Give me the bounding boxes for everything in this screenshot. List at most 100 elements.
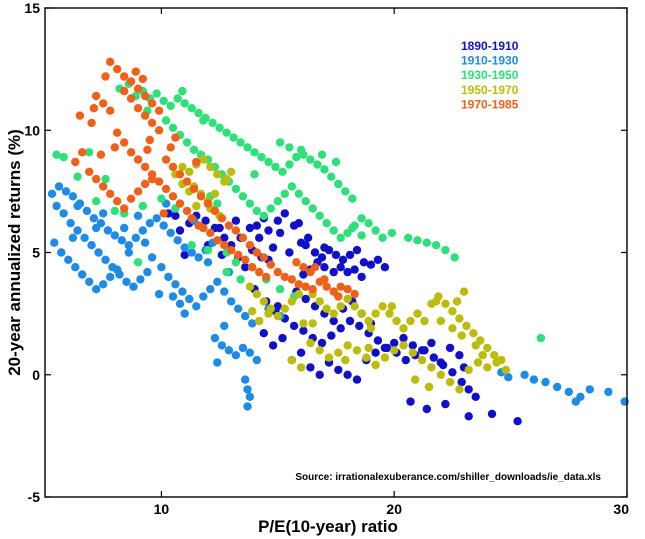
point-1950-1970-82	[411, 375, 420, 384]
point-1890-1910-55	[345, 316, 355, 326]
point-1890-1910-72	[406, 397, 415, 406]
point-1970-1985-6	[147, 99, 157, 108]
point-1910-1930-17	[166, 228, 175, 238]
point-1890-1910-98	[259, 329, 268, 338]
point-1910-1930-2	[61, 187, 71, 196]
point-1930-1950-50	[287, 182, 296, 191]
point-1910-1930-60	[241, 311, 250, 321]
point-1890-1910-56	[355, 321, 364, 331]
point-1910-1930-53	[192, 302, 201, 311]
point-1970-1985-61	[294, 280, 303, 289]
point-1950-1970-54	[248, 307, 257, 316]
legend-item-1910-1930: 1910-1930	[461, 54, 519, 68]
point-1930-1950-11	[208, 118, 217, 128]
point-1910-1930-73	[245, 392, 255, 401]
point-1950-1970-28	[322, 304, 331, 313]
point-1890-1910-36	[220, 233, 229, 242]
point-1890-1910-17	[359, 258, 369, 267]
legend-item-1970-1985: 1970-1985	[461, 97, 519, 111]
point-1950-1970-32	[350, 302, 359, 311]
point-1950-1970-37	[385, 309, 394, 318]
point-1930-1950-54	[315, 211, 324, 220]
x-tick-label-30: 30	[613, 501, 629, 517]
point-1970-1985-78	[255, 267, 264, 277]
y-tick-label-0: 0	[32, 367, 40, 383]
point-1930-1950-20	[271, 162, 280, 172]
point-1950-1970-5	[206, 162, 215, 172]
point-1970-1985-5	[140, 91, 150, 101]
point-1910-1930-6	[89, 214, 99, 223]
point-1950-1970-90	[431, 297, 441, 306]
point-1910-1930-80	[92, 223, 101, 233]
point-1910-1930-11	[124, 241, 133, 250]
point-1930-1950-14	[229, 133, 238, 142]
point-1890-1910-99	[273, 302, 282, 311]
point-1910-1930-5	[82, 206, 92, 216]
point-1970-1985-30	[78, 148, 87, 157]
point-1930-1950-55	[322, 219, 331, 228]
y-axis-title: 20-year annualized returns (%)	[5, 129, 24, 376]
point-1890-1910-86	[380, 343, 390, 353]
point-1950-1970-27	[315, 297, 324, 306]
point-1890-1910-64	[429, 353, 438, 362]
point-1910-1930-41	[71, 263, 80, 272]
point-1890-1910-70	[441, 399, 450, 409]
point-1970-1985-42	[161, 155, 171, 164]
point-1950-1970-70	[427, 363, 436, 372]
point-1930-1950-5	[166, 101, 175, 111]
point-1930-1950-32	[161, 116, 171, 125]
point-1930-1950-64	[404, 233, 413, 242]
point-1930-1950-63	[378, 233, 387, 242]
point-1910-1930-70	[220, 321, 229, 331]
point-1910-1930-48	[157, 263, 166, 272]
point-1930-1950-26	[313, 160, 322, 169]
point-1910-1930-105	[68, 233, 78, 242]
point-1970-1985-55	[252, 248, 261, 257]
point-1930-1950-67	[431, 241, 441, 250]
point-1950-1970-38	[392, 316, 401, 326]
point-1910-1930-86	[564, 387, 573, 397]
point-1890-1910-75	[464, 412, 473, 421]
point-1970-1985-19	[113, 128, 122, 137]
point-1950-1970-11	[210, 189, 220, 198]
point-1970-1985-95	[320, 275, 329, 284]
point-1910-1930-75	[154, 289, 164, 299]
point-1910-1930-88	[585, 385, 594, 394]
series-1910-1930	[47, 182, 629, 411]
point-1970-1985-31	[71, 157, 80, 167]
point-1950-1970-34	[364, 316, 373, 326]
point-1930-1950-30	[341, 187, 350, 196]
point-1890-1910-5	[275, 228, 285, 238]
point-1930-1950-94	[348, 223, 357, 233]
point-1970-1985-58	[273, 267, 282, 277]
point-1930-1950-108	[387, 228, 397, 238]
point-1890-1910-97	[268, 341, 278, 350]
point-1950-1970-47	[455, 314, 464, 323]
point-1910-1930-91	[571, 397, 580, 406]
point-1970-1985-80	[292, 258, 301, 267]
point-1970-1985-85	[145, 135, 154, 145]
point-1910-1930-13	[138, 226, 147, 235]
point-1970-1985-59	[280, 272, 289, 282]
point-1930-1950-51	[294, 189, 303, 198]
point-1930-1950-45	[252, 206, 261, 216]
point-1930-1950-28	[327, 172, 336, 181]
point-1970-1985-43	[168, 162, 178, 172]
points-layer	[47, 57, 629, 426]
point-1970-1985-38	[126, 194, 136, 203]
point-1930-1950-29	[334, 179, 343, 189]
point-1890-1910-88	[399, 333, 408, 343]
point-1950-1970-4	[199, 155, 208, 164]
point-1970-1985-53	[238, 233, 248, 242]
point-1890-1910-58	[373, 336, 383, 345]
point-1970-1985-99	[143, 145, 152, 154]
point-1930-1950-102	[178, 86, 187, 96]
point-1970-1985-50	[217, 214, 227, 223]
point-1930-1950-71	[59, 152, 68, 162]
point-1970-1985-37	[120, 204, 129, 213]
point-1910-1930-30	[94, 248, 103, 257]
point-1930-1950-7	[180, 99, 189, 108]
point-1910-1930-63	[217, 341, 227, 350]
point-1910-1930-25	[59, 209, 68, 218]
